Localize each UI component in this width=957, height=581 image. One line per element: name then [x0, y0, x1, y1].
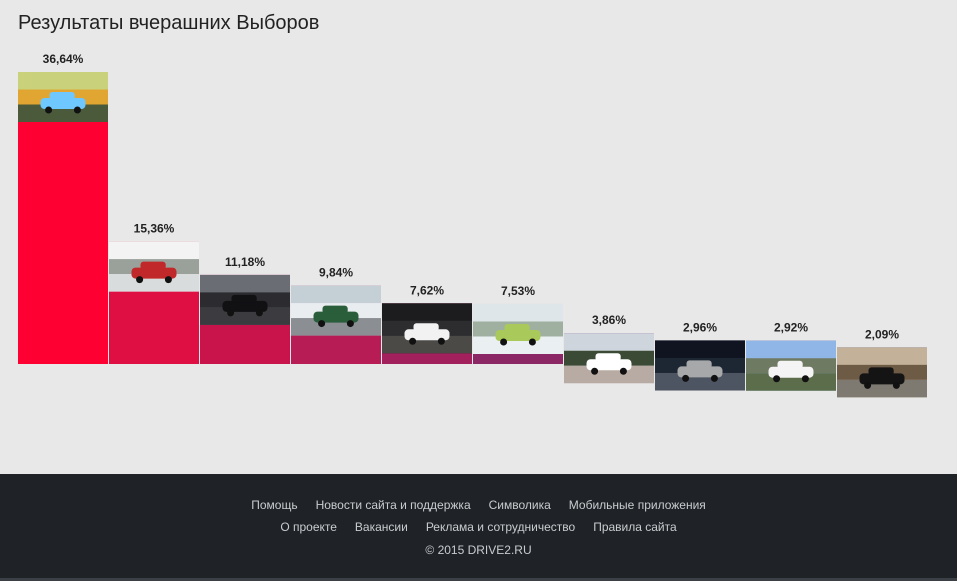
- footer-link-about[interactable]: О проекте: [280, 520, 337, 534]
- footer-links-row-2: О проекте Вакансии Реклама и сотрудничес…: [0, 520, 957, 534]
- footer-link-news-support[interactable]: Новости сайта и поддержка: [315, 498, 471, 512]
- bar-photo-6[interactable]: [473, 303, 563, 354]
- bar-value-label-1: 36,64%: [43, 52, 84, 66]
- bar-photo-8[interactable]: [655, 340, 745, 391]
- bar-value-label-8: 2,96%: [683, 320, 717, 334]
- footer-bottom-line: [0, 578, 957, 581]
- bar-group-4[interactable]: 9,84%: [291, 266, 381, 364]
- bar-photo-2[interactable]: [109, 241, 199, 292]
- bar-photo-5[interactable]: [382, 303, 472, 354]
- bar-value-label-5: 7,62%: [410, 283, 444, 297]
- footer-link-rules[interactable]: Правила сайта: [593, 520, 677, 534]
- footer: Помощь Новости сайта и поддержка Символи…: [0, 474, 957, 581]
- bar-photo-9[interactable]: [746, 340, 836, 391]
- footer-link-symbols[interactable]: Символика: [488, 498, 551, 512]
- main-area: 36,64% 15,36% 11,18% 9,84% 7,62% 7,53% 3,86% 2,…: [18, 12, 927, 398]
- bar-photo-3[interactable]: [200, 274, 290, 325]
- footer-link-advertising[interactable]: Реклама и сотрудничество: [425, 520, 576, 534]
- bar-group-5[interactable]: 7,62%: [382, 283, 472, 364]
- footer-link-vacancies[interactable]: Вакансии: [354, 520, 408, 534]
- bar-value-label-9: 2,92%: [774, 321, 808, 335]
- footer-link-mobile-apps[interactable]: Мобильные приложения: [568, 498, 706, 512]
- bar-group-2[interactable]: 15,36%: [109, 222, 199, 364]
- bar-group-1[interactable]: 36,64%: [18, 52, 108, 364]
- copyright: © 2015 DRIVE2.RU: [425, 543, 532, 557]
- page-title: Результаты вчерашних Выборов: [18, 12, 320, 34]
- bar-photo-4[interactable]: [291, 285, 381, 336]
- bar-value-label-6: 7,53%: [501, 284, 535, 298]
- bar-photo-7[interactable]: [564, 333, 654, 384]
- bar-value-label-7: 3,86%: [592, 313, 626, 327]
- bar-photo-10[interactable]: [837, 347, 927, 398]
- bar-value-label-2: 15,36%: [134, 222, 175, 236]
- bar-photo-1[interactable]: [18, 72, 108, 122]
- bar-group-7[interactable]: 3,86%: [564, 313, 654, 384]
- bar-group-10[interactable]: 2,09%: [837, 327, 927, 398]
- footer-links-row-1: Помощь Новости сайта и поддержка Символи…: [0, 498, 957, 512]
- results-bar-chart: 36,64% 15,36% 11,18% 9,84% 7,62% 7,53% 3,86% 2,…: [18, 52, 927, 398]
- bar-group-3[interactable]: 11,18%: [200, 255, 290, 364]
- bar-group-9[interactable]: 2,92%: [746, 321, 836, 391]
- bar-value-label-4: 9,84%: [319, 266, 353, 280]
- bar-group-6[interactable]: 7,53%: [473, 284, 563, 364]
- bar-group-8[interactable]: 2,96%: [655, 320, 745, 391]
- bar-value-label-3: 11,18%: [225, 255, 265, 269]
- bar-value-label-10: 2,09%: [865, 327, 899, 341]
- footer-link-help[interactable]: Помощь: [251, 498, 298, 512]
